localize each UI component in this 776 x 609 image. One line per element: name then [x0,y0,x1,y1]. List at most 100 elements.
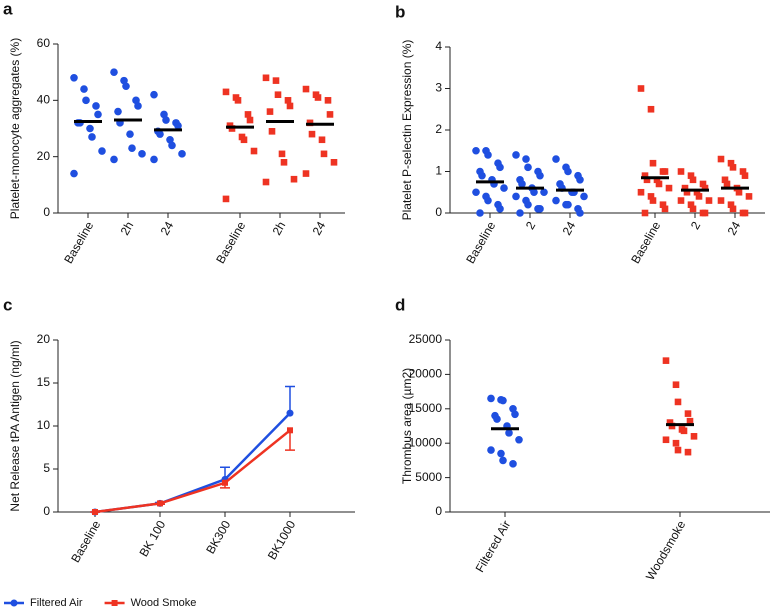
y-tick-label: 15000 [409,401,443,415]
data-point [518,180,526,188]
x-tick-label: BK1000 [265,518,299,562]
data-point [88,133,96,141]
data-point [484,196,492,205]
data-point [138,150,146,158]
y-tick-label: 60 [37,36,51,50]
data-point [686,417,694,425]
data-point [162,116,170,124]
x-tick-label: 2h [118,219,137,238]
data-point [536,205,544,213]
data-point [739,168,747,175]
data-point [661,168,669,175]
data-point [478,171,486,180]
y-tick-label: 3 [435,81,442,95]
data-point [530,188,538,197]
data-point [487,394,495,403]
data-point [580,192,588,201]
data-point [729,164,737,171]
data-point [672,439,680,447]
data-point [665,184,673,192]
data-point [729,205,737,213]
y-tick-label: 5000 [415,470,442,484]
data-point [240,136,248,144]
data-point [705,197,713,204]
data-point [689,205,697,213]
data-point [717,155,725,163]
data-point [515,435,523,444]
data-point [94,110,102,119]
data-point [150,90,158,99]
data-point [683,188,691,196]
data-point [302,170,310,177]
y-tick-label: 20000 [409,367,443,381]
data-point [647,193,655,200]
data-point [509,460,517,468]
y-axis-label: Thrombus area (µm2) [400,368,414,484]
data-point [659,201,667,208]
data-point [98,147,106,155]
data-point [70,74,78,82]
data-point [246,116,254,124]
data-point [681,184,689,192]
data-point [505,429,513,437]
data-point [110,155,118,164]
legend-marker [10,599,18,607]
data-point [168,141,176,150]
data-point [687,201,695,208]
data-point [330,159,338,166]
data-point [174,121,182,130]
y-tick-label: 15 [37,375,51,389]
data-point [280,159,288,166]
y-tick-label: 10000 [409,435,443,449]
data-point [266,108,274,115]
x-tick-label: Baseline [61,219,96,266]
y-axis-label: Net Release tPA Antigen (ng/ml) [8,340,22,511]
data-point [156,130,164,138]
data-point [741,209,749,217]
data-point [268,128,276,135]
data-point [70,169,78,178]
data-point [476,209,484,217]
data-point [524,163,532,172]
x-tick-label: 24 [560,219,579,238]
data-point [522,155,530,163]
data-point [86,124,94,133]
data-point [126,130,134,138]
data-point [536,171,544,180]
data-point [684,410,692,417]
data-point [576,209,584,217]
y-tick-label: 25000 [409,332,443,346]
y-axis-label: Platelet-monocyte aggregates (%) [8,38,22,219]
data-point [497,449,505,458]
y-tick-label: 20 [37,149,51,163]
x-tick-label: 2h [270,219,289,238]
y-tick-label: 40 [37,93,51,107]
x-tick-label: Baseline [463,219,498,266]
data-point [284,97,292,104]
data-point [244,111,252,118]
error-bar [285,430,295,451]
data-point [552,196,560,205]
data-point [717,197,725,204]
data-point [564,200,572,209]
x-tick-label: Baseline [68,518,103,565]
panel-label: b [395,2,405,21]
data-point [690,433,698,440]
data-point [92,509,98,515]
panel-label: c [3,295,12,314]
data-point [662,436,670,444]
data-point [564,167,572,176]
data-point [524,200,532,209]
data-point [641,209,649,217]
x-tick-label: 24 [310,219,329,238]
data-point [643,176,651,184]
data-point [82,96,90,105]
data-point [641,172,649,179]
data-point [487,446,495,454]
data-point [290,175,298,183]
legend-label: Wood Smoke [131,597,197,609]
data-point [723,180,731,188]
data-point [649,159,657,167]
data-point [128,144,136,153]
data-point [318,136,326,144]
